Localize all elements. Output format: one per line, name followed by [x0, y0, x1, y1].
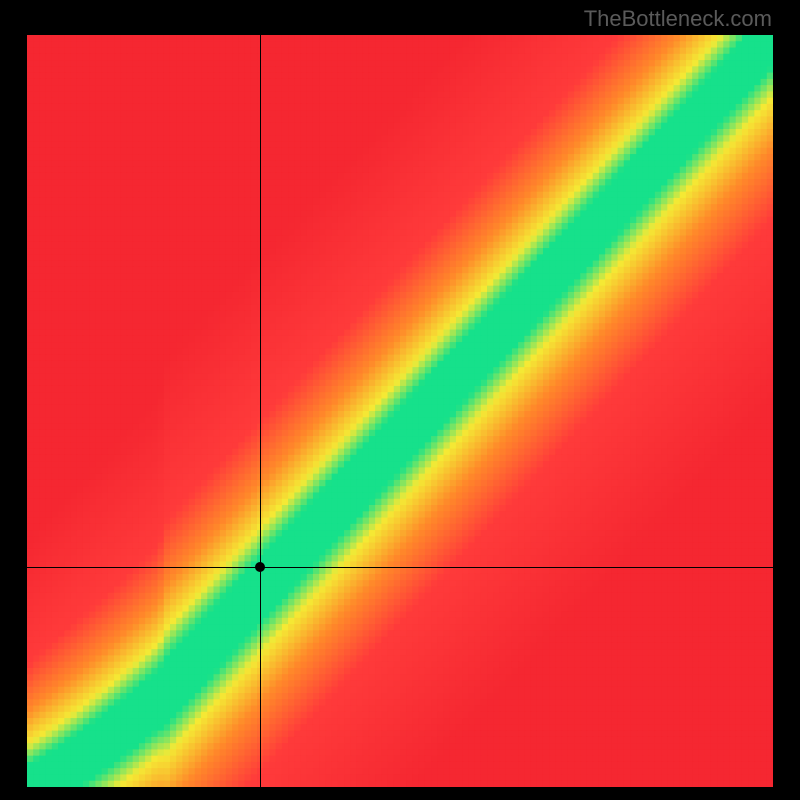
- heatmap-canvas: [27, 35, 773, 787]
- heatmap-plot: [27, 35, 773, 787]
- crosshair-vertical: [260, 35, 261, 787]
- watermark-text: TheBottleneck.com: [584, 6, 772, 32]
- crosshair-horizontal: [27, 567, 773, 568]
- crosshair-marker-dot: [255, 562, 265, 572]
